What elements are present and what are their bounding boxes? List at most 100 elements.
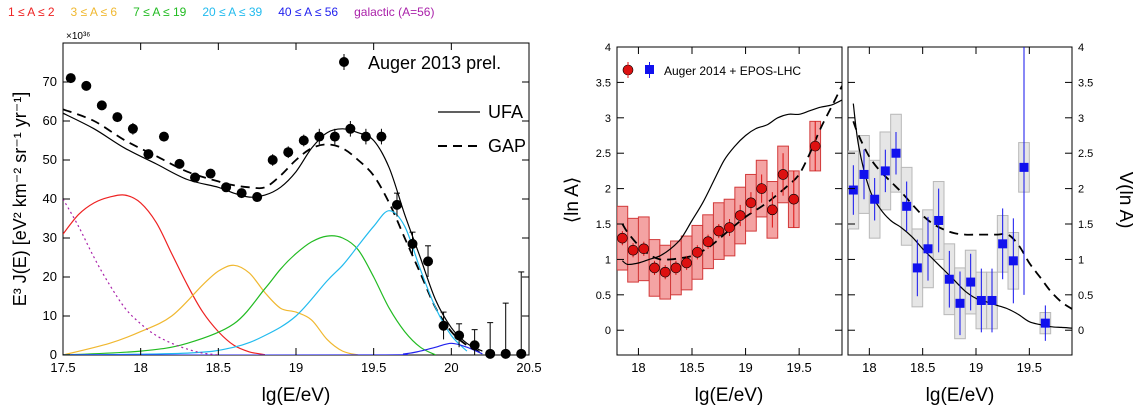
spectrum-data-point (360, 131, 371, 142)
variance-lnA-y-axis-label: V(ln A) (1115, 171, 1133, 228)
variance-lnA-data-point (880, 166, 890, 176)
spectrum-y-tick-label: 20 (43, 269, 57, 284)
spectrum-data-point (485, 348, 496, 359)
variance-lnA-panel: 18 18.5 19 19.5 0 0.5 1 1.5 2 2.5 3 3.5 4 lg(E/eV) V… (847, 42, 1133, 406)
variance-lnA-y-tick-label: 2 (1078, 184, 1084, 196)
spectrum-data-point (127, 123, 138, 134)
mean-lnA-y-axis-label: ⟨ln A⟩ (562, 177, 583, 224)
spectrum-curve-3-a-6 (63, 264, 359, 355)
mean-lnA-y-tick-label: 3 (605, 113, 611, 125)
spectrum-x-tick-label: 18 (133, 360, 147, 375)
spectrum-curve-galactic-a-56 (63, 198, 219, 355)
mean-lnA-data-point (702, 236, 714, 248)
spectrum-data-point (469, 340, 480, 351)
spectrum-y-tick-label: 30 (43, 230, 57, 245)
spectrum-data-point (345, 123, 356, 134)
spectrum-curve-1-a-2 (63, 194, 265, 355)
composition-legend: 1 ≤ A ≤ 2 3 ≤ A ≤ 6 7 ≤ A ≤ 19 20 ≤ A ≤ 39 4… (8, 5, 434, 19)
mean-lnA-data-point (788, 193, 800, 205)
variance-lnA-data-point (987, 295, 997, 305)
spectrum-data-point (376, 131, 387, 142)
variance-lnA-data-point (848, 185, 858, 195)
variance-lnA-y-tick-label: 4 (1078, 42, 1084, 54)
spectrum-data-point (158, 131, 169, 142)
variance-lnA-data-point (923, 244, 933, 254)
mean-lnA-y-tick-label: 4 (605, 42, 611, 54)
mean-lnA-data-point (627, 244, 639, 256)
composition-legend-item-5: galactic (A=56) (354, 5, 434, 19)
mean-lnA-y-tick-label: 2.5 (596, 148, 611, 160)
spectrum-x-tick-label: 18.5 (206, 360, 231, 375)
mean-lnA-plot-frame (616, 46, 843, 356)
variance-lnA-x-tick-label: 18 (862, 360, 876, 375)
spectrum-data-point (500, 348, 511, 359)
mean-lnA-x-axis-label: lg(E/eV) (695, 385, 764, 406)
spectrum-y-tick-label: 50 (43, 152, 57, 167)
mean-lnA-data-point (638, 243, 650, 255)
spectrum-data-point (96, 100, 107, 111)
mean-lnA-legend: Auger 2014 + EPOS-LHC (622, 62, 801, 78)
variance-lnA-data-point (902, 201, 912, 211)
spectrum-y-tick-label: 60 (43, 113, 57, 128)
variance-lnA-y-tick-label: 1 (1078, 254, 1084, 266)
spectrum-data-point (252, 192, 263, 203)
spectrum-y-scale-label: ×10³⁶ (66, 31, 90, 42)
mean-lnA-data-point (756, 183, 767, 194)
variance-lnA-x-axis-label: lg(E/eV) (926, 385, 995, 406)
mean-lnA-data-point (659, 266, 671, 278)
spectrum-x-tick-label: 20.5 (516, 360, 541, 375)
spectrum-data-point (174, 158, 185, 169)
spectrum-curve-ufa (63, 112, 483, 352)
mean-lnA-panel: 18 18.5 19 19.5 0 0.5 1 1.5 2 2.5 3 3.5 4 lg(E/eV) ⟨… (562, 42, 843, 406)
mean-lnA-data-point (681, 257, 692, 269)
mean-lnA-data-point (745, 197, 757, 209)
spectrum-data-point (329, 131, 340, 142)
spectrum-y-tick-label: 0 (50, 347, 57, 362)
spectrum-data-point (516, 348, 527, 359)
legend-gap-label: GAP (488, 136, 526, 156)
spectrum-y-tick-label: 40 (43, 191, 57, 206)
spectrum-data-point (267, 155, 278, 165)
spectrum-data-point (190, 172, 201, 183)
spectrum-curve-7-a-19 (63, 235, 437, 355)
spectrum-data-point (205, 168, 216, 179)
spectrum-plot-frame (62, 42, 530, 356)
variance-lnA-data-point (1019, 162, 1029, 172)
mean-lnA-data-point (724, 222, 735, 233)
spectrum-y-tick-label: 10 (43, 308, 57, 323)
spectrum-data-point (81, 80, 92, 91)
variance-lnA-data-point (955, 298, 965, 308)
mean-lnA-x-tick-label: 19 (738, 360, 752, 375)
spectrum-data-point (112, 112, 123, 123)
spectrum-data-point (391, 199, 402, 210)
composition-legend-item-3: 20 ≤ A ≤ 39 (202, 5, 262, 19)
legend-combined-label: Auger 2014 + EPOS-LHC (664, 64, 801, 78)
spectrum-data-point (283, 147, 294, 158)
variance-lnA-y-tick-label: 2.5 (1078, 148, 1093, 160)
variance-lnA-data-point (944, 274, 954, 284)
spectrum-y-axis-label: E³ J(E) [eV² km⁻² sr⁻¹ yr⁻¹] (10, 92, 30, 306)
variance-lnA-data-point (1040, 318, 1050, 328)
spectrum-curve-40-a-56 (63, 342, 483, 355)
mean-lnA-y-tick-label: 0.5 (596, 290, 611, 302)
composition-legend-item-0: 1 ≤ A ≤ 2 (8, 5, 55, 19)
mean-lnA-curve-gap (621, 85, 842, 261)
composition-legend-item-1: 3 ≤ A ≤ 6 (71, 5, 118, 19)
spectrum-data-point (65, 73, 76, 84)
variance-lnA-x-tick-label: 19 (969, 360, 983, 375)
legend-ufa-label: UFA (488, 102, 523, 122)
spectrum-data-point (423, 256, 434, 267)
mean-lnA-x-tick-label: 18 (631, 360, 645, 375)
spectrum-data-point (454, 330, 465, 341)
mean-lnA-y-tick-label: 0 (605, 325, 611, 337)
composition-legend-item-2: 7 ≤ A ≤ 19 (133, 5, 187, 19)
spectrum-x-tick-label: 19.5 (361, 360, 386, 375)
mean-lnA-y-tick-label: 2 (605, 184, 611, 196)
variance-lnA-data-point (998, 239, 1008, 249)
spectrum-data-point (236, 188, 247, 199)
variance-lnA-data-point (1008, 256, 1018, 266)
variance-lnA-data-point (976, 295, 986, 305)
variance-lnA-y-tick-label: 3.5 (1078, 77, 1093, 89)
spectrum-data-point (407, 238, 418, 249)
